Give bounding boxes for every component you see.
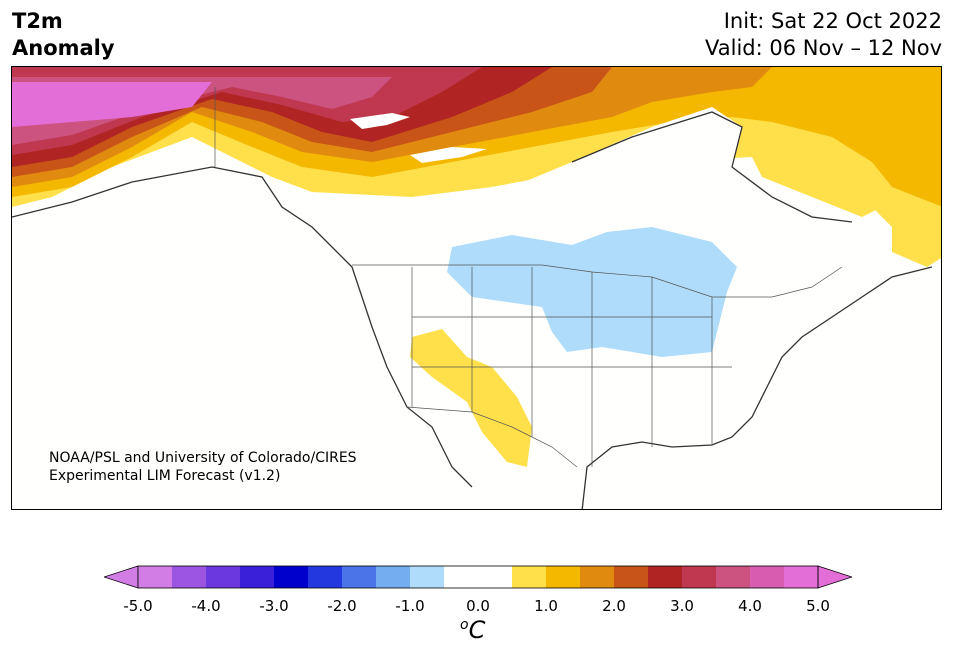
colorbar-segment — [376, 566, 411, 588]
canada-us-border — [352, 264, 843, 298]
colorbar-segment — [682, 566, 717, 588]
colorbar-unit: oC — [460, 616, 485, 644]
political-borders — [214, 87, 843, 468]
colorbar-segment — [614, 566, 649, 588]
colorbar-tick-label: 2.0 — [602, 597, 626, 615]
unit-letter: C — [468, 616, 486, 644]
anomaly-labrador-warm — [892, 227, 941, 267]
colorbar-segment — [784, 566, 819, 588]
colorbar-over-arrow — [817, 565, 852, 589]
hudson-coastline — [571, 111, 853, 223]
credit-text: NOAA/PSL and University of Colorado/CIRE… — [49, 449, 357, 485]
colorbar-tick-label: -5.0 — [123, 597, 153, 615]
anomaly-map-svg — [12, 67, 941, 509]
colorbar-segment — [546, 566, 581, 588]
credit-line2: Experimental LIM Forecast (v1.2) — [49, 468, 281, 484]
colorbar-segment — [580, 566, 615, 588]
colorbar-segment — [138, 566, 173, 588]
us-mexico-border — [406, 406, 578, 468]
state-lines — [411, 267, 732, 467]
map-title-line1: T2m — [12, 9, 63, 33]
forecast-dates: Init: Sat 22 Oct 2022 Valid: 06 Nov – 12… — [705, 8, 942, 62]
colorbar-border — [137, 565, 819, 589]
colorbar-segment — [750, 566, 785, 588]
credit-line1: NOAA/PSL and University of Colorado/CIRE… — [49, 450, 357, 466]
degree-symbol: o — [460, 617, 469, 633]
colorbar-segment — [308, 566, 343, 588]
hudson-area — [12, 107, 941, 509]
colorbar-segment — [444, 566, 479, 588]
anomaly-band-north-8 — [12, 82, 212, 127]
colorbar-segment — [240, 566, 275, 588]
colorbar-segment — [410, 566, 445, 588]
colorbar-tick-label: 5.0 — [806, 597, 830, 615]
colorbar-segment — [512, 566, 547, 588]
colorbar-segment — [342, 566, 377, 588]
map-title-line2: Anomaly — [12, 36, 115, 60]
colorbar-segment — [648, 566, 683, 588]
colorbar — [104, 565, 852, 589]
colorbar-tick-label: 3.0 — [670, 597, 694, 615]
map-title: T2m Anomaly — [12, 8, 115, 62]
anomaly-map: NOAA/PSL and University of Colorado/CIRE… — [11, 66, 942, 510]
colorbar-tick-label: -1.0 — [395, 597, 425, 615]
colorbar-segment — [274, 566, 309, 588]
colorbar-under-arrow — [104, 565, 139, 589]
anomaly-east-warm — [752, 157, 882, 217]
colorbar-tick-label: 1.0 — [534, 597, 558, 615]
valid-range: Valid: 06 Nov – 12 Nov — [705, 36, 942, 60]
colorbar-segment — [172, 566, 207, 588]
colorbar-tick-label: 0.0 — [466, 597, 490, 615]
colorbar-tick-label: -4.0 — [191, 597, 221, 615]
west-coastline — [12, 166, 473, 488]
gulf-coastline — [581, 266, 933, 509]
init-date: Init: Sat 22 Oct 2022 — [723, 9, 942, 33]
great-slave-lake — [410, 147, 487, 163]
colorbar-tick-label: 4.0 — [738, 597, 762, 615]
great-bear-lake — [350, 113, 410, 129]
colorbar-tick-label: -3.0 — [259, 597, 289, 615]
colorbar-tick-label: -2.0 — [327, 597, 357, 615]
coastlines — [12, 111, 933, 509]
colorbar-segment — [206, 566, 241, 588]
colorbar-segment — [478, 566, 513, 588]
colorbar-segment — [716, 566, 751, 588]
anomaly-southwest-warm — [410, 329, 532, 467]
